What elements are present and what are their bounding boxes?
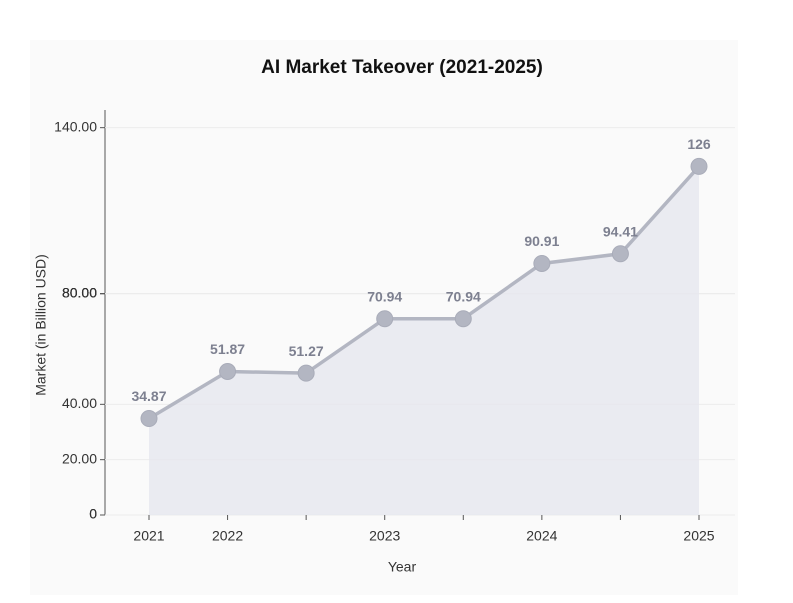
value-label: 51.87 [210, 341, 245, 357]
y-tick-label: 0 [89, 506, 97, 522]
x-tick-label: 2021 [133, 528, 164, 544]
x-tick-label: 2023 [369, 528, 400, 544]
y-axis-label: Market (in Billion USD) [33, 254, 49, 396]
y-tick-label: 80.00 [62, 284, 97, 300]
y-tick-label: 0 [89, 506, 97, 522]
value-label: 126 [687, 136, 711, 152]
point [140, 410, 158, 428]
value-label: 70.94 [367, 288, 402, 304]
x-axis-label: Year [388, 559, 417, 575]
point [297, 364, 315, 382]
line [148, 165, 701, 421]
point [611, 245, 629, 263]
point [533, 254, 551, 272]
value-label: 51.27 [289, 343, 324, 359]
value-label: 34.87 [131, 388, 166, 404]
point [690, 157, 708, 175]
y-tick-label: 140.00 [54, 118, 97, 134]
x-tick-label: 2022 [212, 528, 243, 544]
point [454, 310, 472, 328]
area [149, 166, 699, 515]
point [376, 310, 394, 328]
x-tick-label: 2025 [683, 528, 714, 544]
y-tick-label: 40.00 [62, 395, 97, 411]
y-tick-label: 80.00 [62, 284, 97, 300]
chart-title: AI Market Takeover (2021-2025) [261, 57, 543, 78]
value-label: 90.91 [524, 233, 559, 249]
value-label: 94.41 [603, 224, 638, 240]
value-label: 70.94 [446, 288, 481, 304]
point [219, 362, 237, 380]
y-tick-label: 20.00 [62, 450, 97, 466]
x-tick-label: 2024 [526, 528, 557, 544]
y-tick-label: 80.00 [62, 284, 97, 300]
